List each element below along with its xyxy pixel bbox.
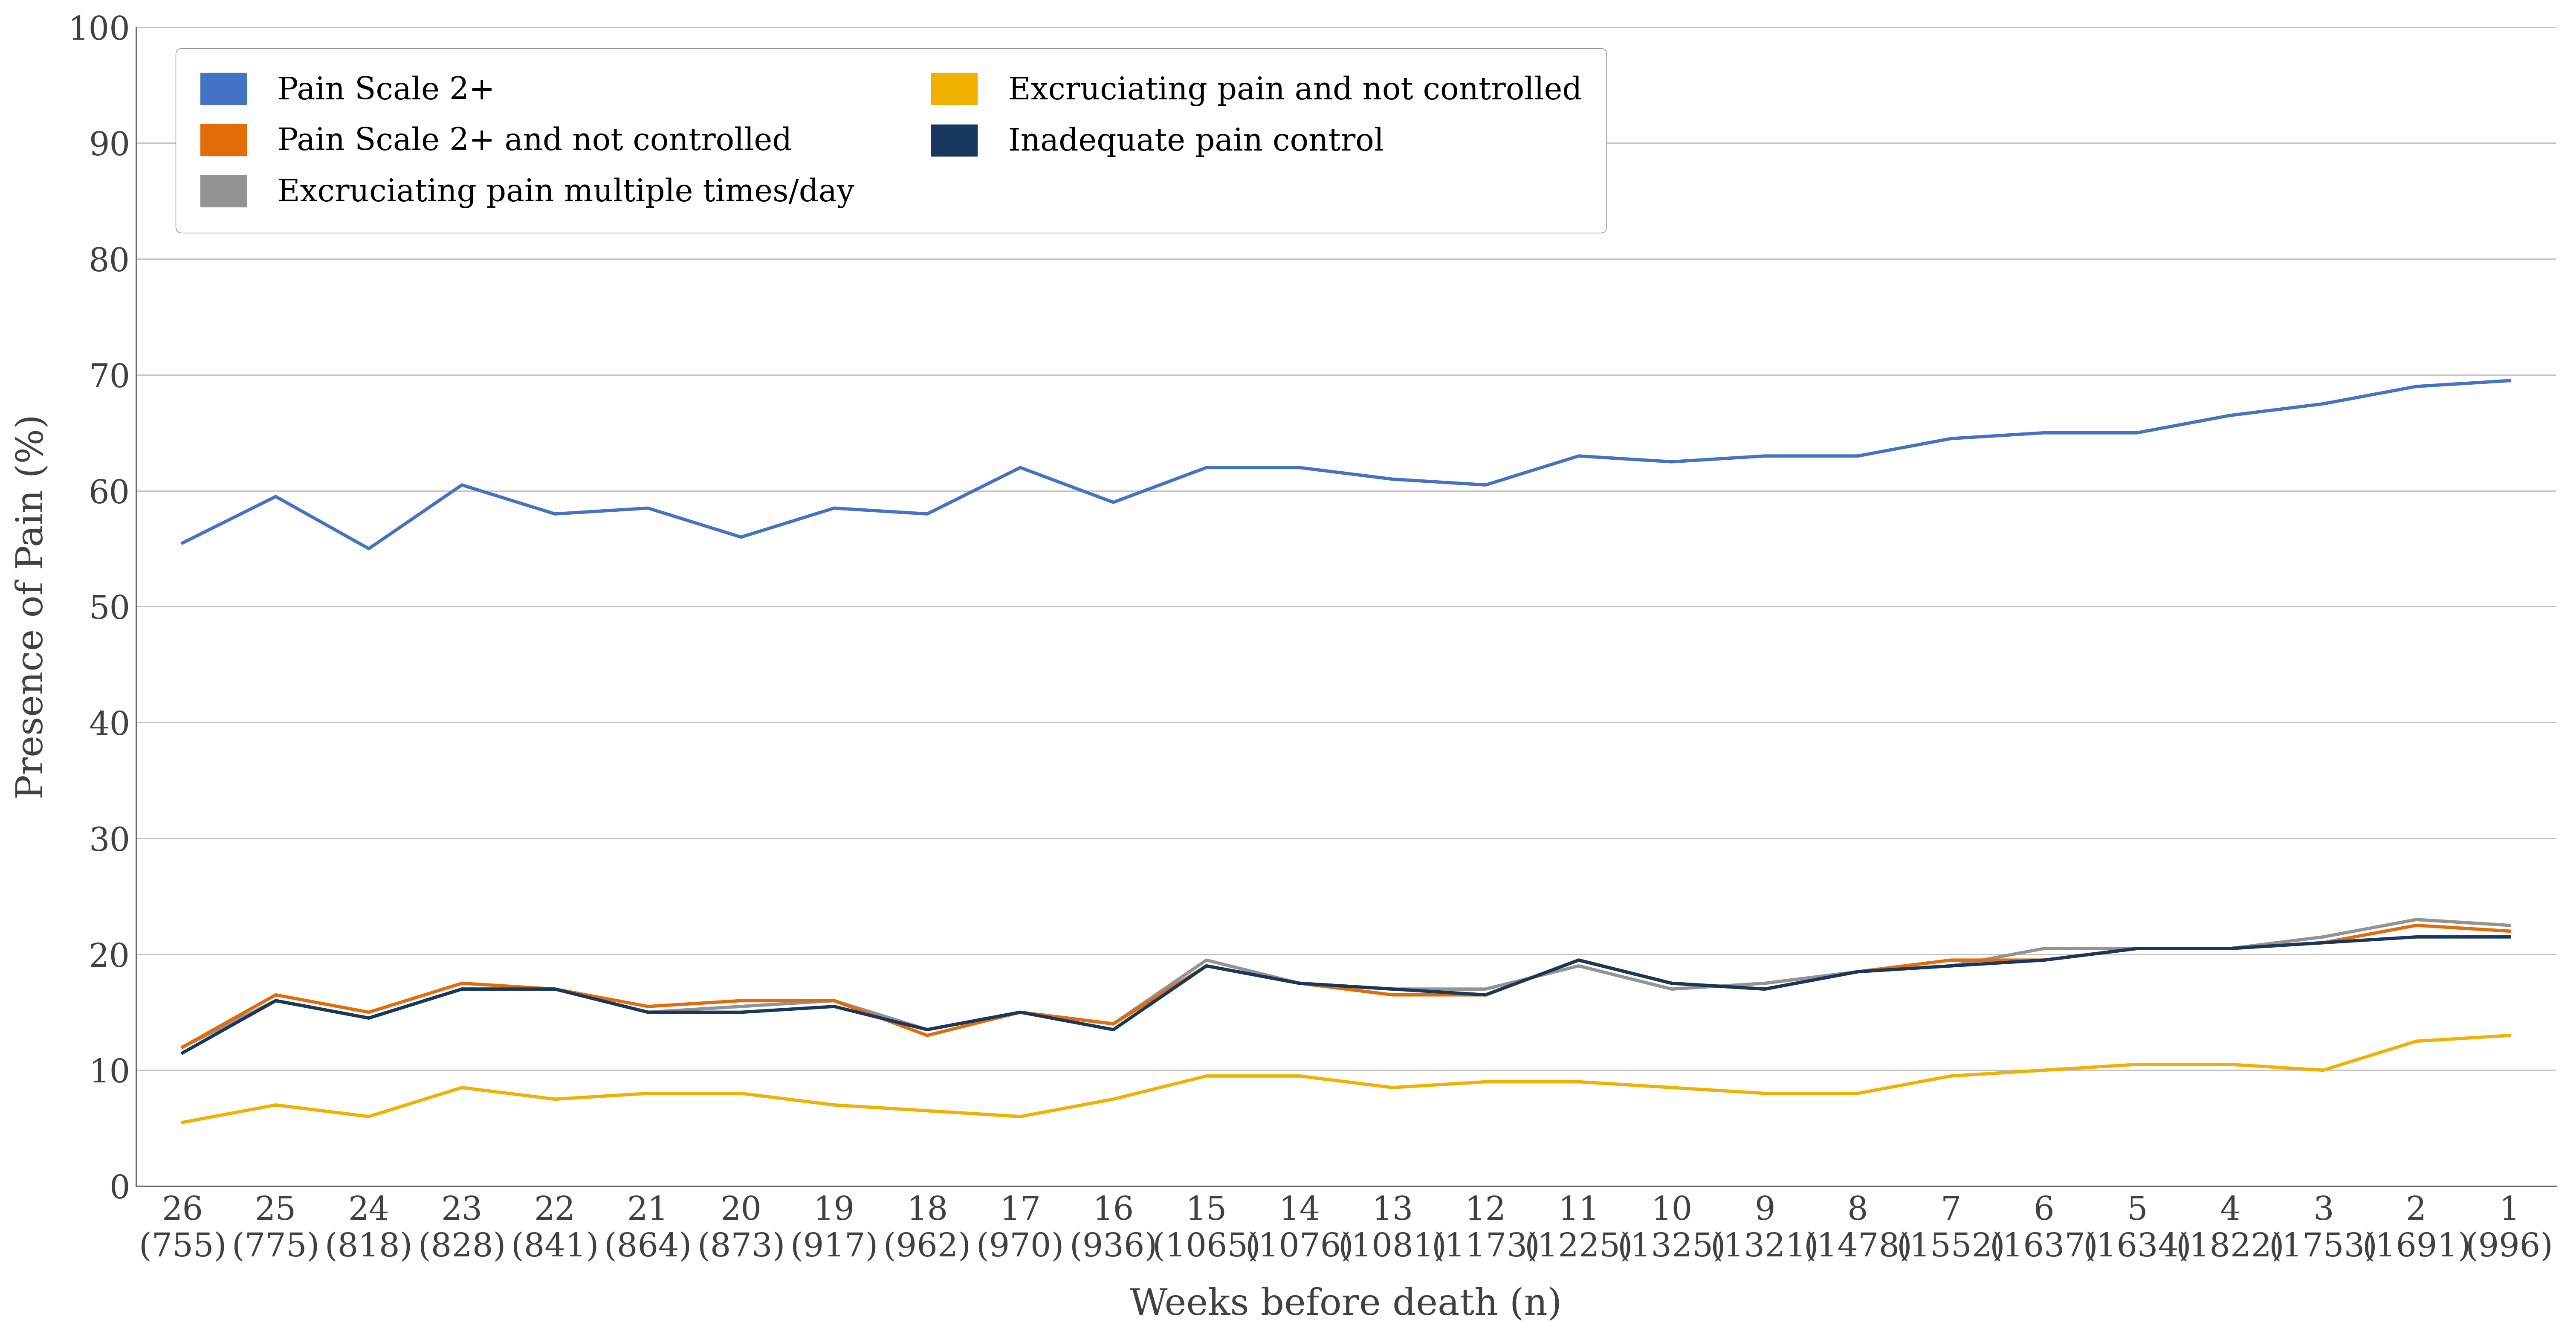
Legend: Pain Scale 2+, Pain Scale 2+ and not controlled, Excruciating pain multiple time: Pain Scale 2+, Pain Scale 2+ and not con…	[175, 48, 1607, 233]
Y-axis label: Presence of Pain (%): Presence of Pain (%)	[15, 414, 52, 800]
X-axis label: Weeks before death (n): Weeks before death (n)	[1131, 1286, 1561, 1322]
